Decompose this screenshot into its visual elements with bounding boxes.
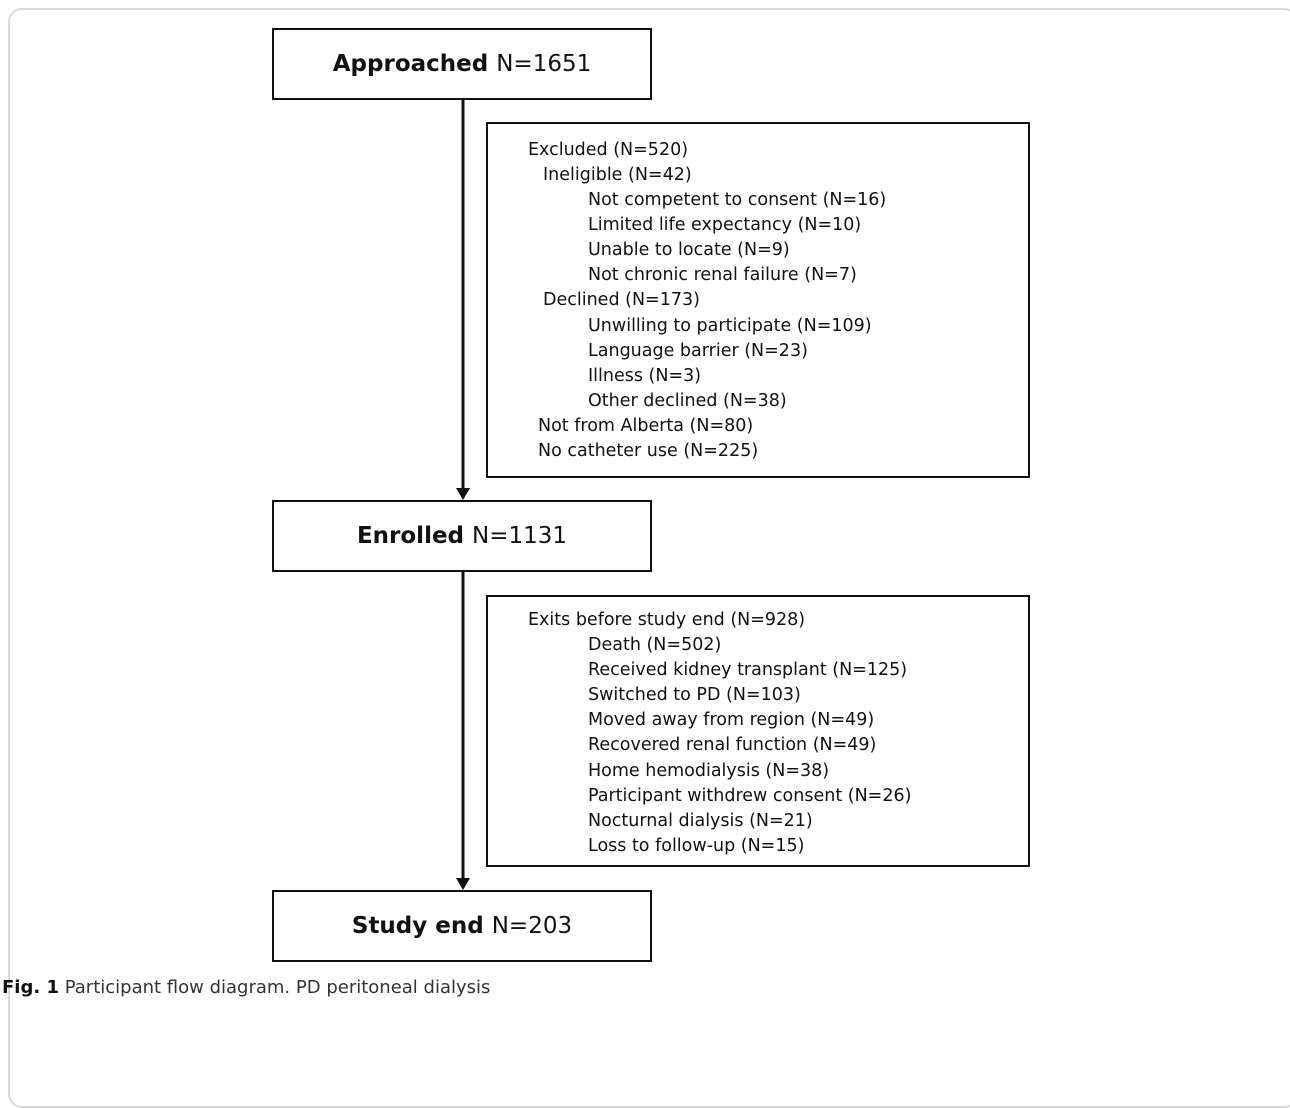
study-end-label: Study end: [351, 913, 484, 939]
not-from-alberta: Not from Alberta (N=80): [538, 416, 754, 436]
ineligible-item: Limited life expectancy (N=10): [588, 215, 862, 235]
exits-title: Exits before study end (N=928): [528, 610, 806, 630]
ineligible-heading: Ineligible (N=42): [543, 165, 692, 185]
ineligible-item: Not chronic renal failure (N=7): [588, 265, 857, 285]
exit-item: Loss to follow-up (N=15): [588, 836, 805, 856]
exit-item: Moved away from region (N=49): [588, 710, 875, 730]
enrolled-label: Enrolled: [356, 523, 465, 549]
excluded-box: Excluded (N=520) Ineligible (N=42) Not c…: [486, 122, 1030, 478]
exit-item: Switched to PD (N=103): [588, 685, 801, 705]
figure-label: Fig. 1: [2, 977, 59, 998]
exit-item: Recovered renal function (N=49): [588, 735, 877, 755]
declined-item: Unwilling to participate (N=109): [588, 316, 872, 336]
enrolled-value: N=1131: [472, 523, 568, 549]
declined-heading: Declined (N=173): [543, 290, 700, 310]
excluded-title: Excluded (N=520): [528, 140, 689, 160]
exit-item: Participant withdrew consent (N=26): [588, 786, 912, 806]
figure-caption: Fig. 1 Participant flow diagram. PD peri…: [2, 977, 490, 998]
approached-box: Approached N=1651: [272, 28, 652, 100]
declined-item: Language barrier (N=23): [588, 341, 808, 361]
study-end-value: N=203: [491, 913, 573, 939]
ineligible-item: Not competent to consent (N=16): [588, 190, 887, 210]
study-end-box: Study end N=203: [272, 890, 652, 962]
enrolled-box: Enrolled N=1131: [272, 500, 652, 572]
declined-item: Illness (N=3): [588, 366, 702, 386]
caption-text: Participant flow diagram. PD peritoneal …: [64, 977, 491, 998]
exits-box: Exits before study end (N=928) Death (N=…: [486, 595, 1030, 867]
exit-item: Received kidney transplant (N=125): [588, 660, 908, 680]
exit-item: Nocturnal dialysis (N=21): [588, 811, 813, 831]
approached-label: Approached: [332, 51, 489, 77]
no-catheter-use: No catheter use (N=225): [538, 441, 759, 461]
flow-arrows: [456, 100, 470, 890]
ineligible-item: Unable to locate (N=9): [588, 240, 790, 260]
declined-item: Other declined (N=38): [588, 391, 787, 411]
exit-item: Death (N=502): [588, 635, 722, 655]
approached-value: N=1651: [496, 51, 592, 77]
exit-item: Home hemodialysis (N=38): [588, 761, 830, 781]
